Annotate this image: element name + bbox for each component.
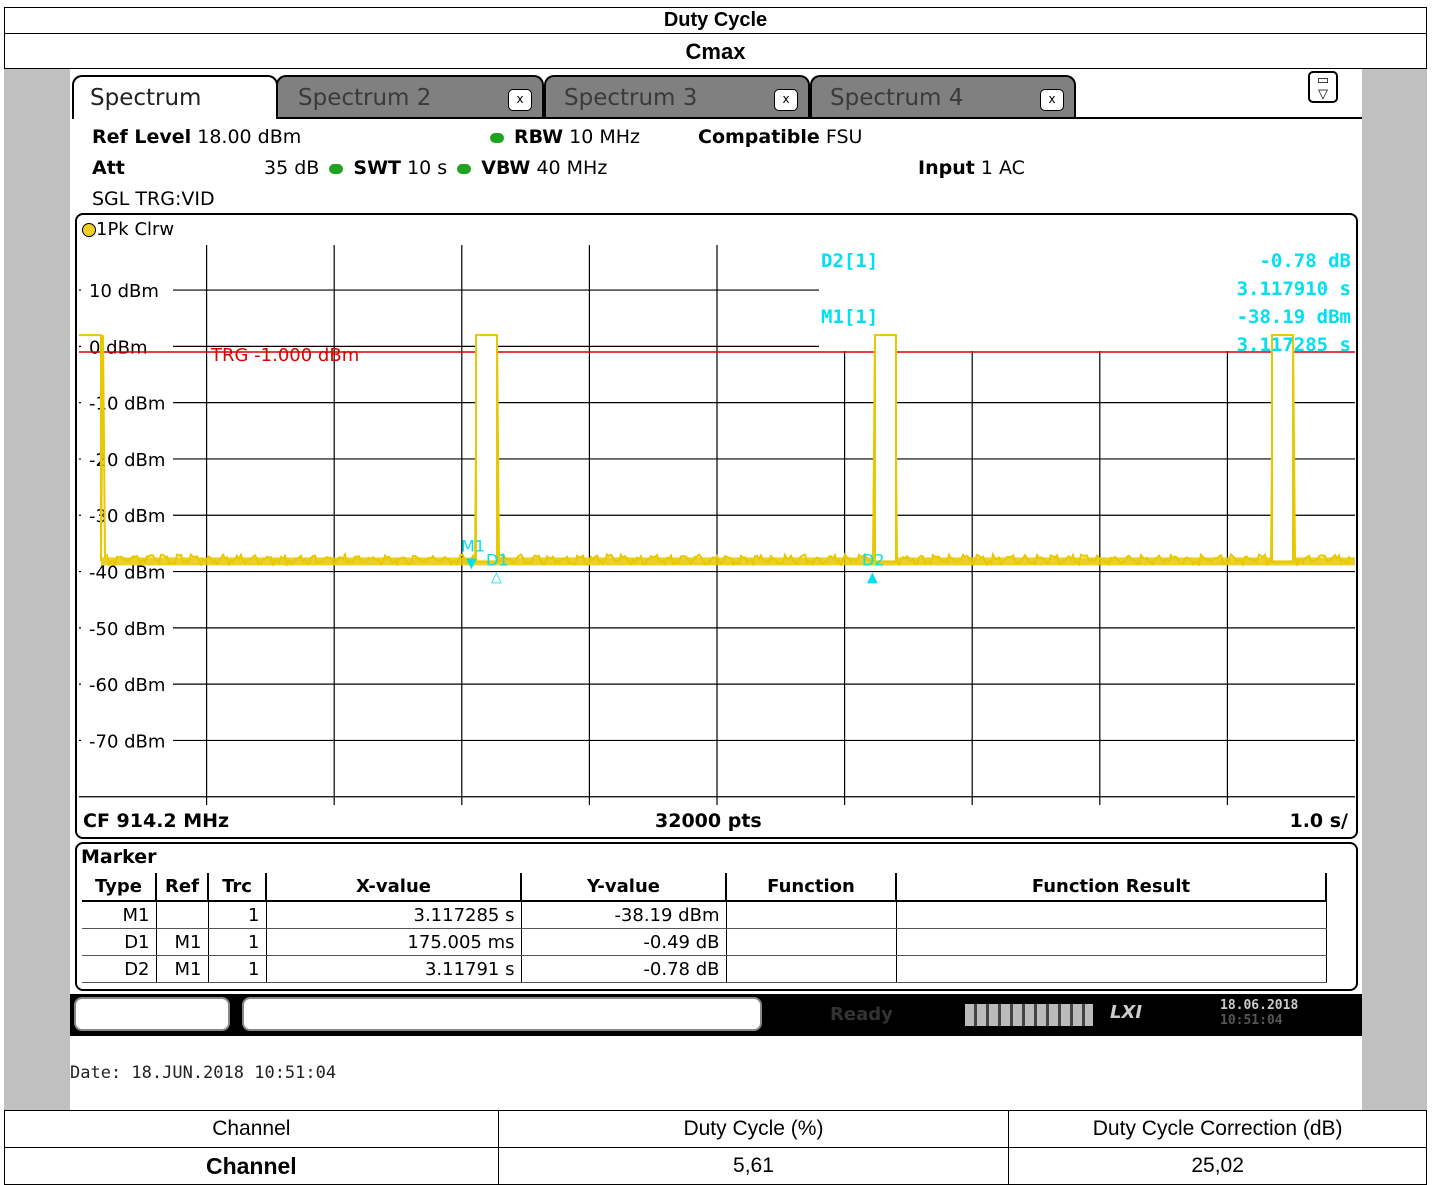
results-row: Channel 5,61 25,02 [4,1147,1427,1185]
results-table: Channel Duty Cycle (%) Duty Cycle Correc… [4,1110,1427,1185]
plot-footer: CF 914.2 MHz 32000 pts 1.0 s/ [75,806,1358,839]
readout-d2-name: D2[1] [821,250,878,272]
col-function-result: Function Result [896,873,1327,902]
analyzer-screenshot: Spectrum Spectrum 2 x Spectrum 3 x Spect… [70,69,1362,1110]
trace-line [79,334,1354,568]
input: Input 1 AC [918,157,1025,179]
progress-bar [965,1004,1093,1026]
y-axis-label: -20 dBm [89,450,165,471]
y-label-bg [81,673,173,696]
spectrum-plot: 10 dBm 0 dBm -10 dBm -20 dBm -30 dBm -40 dBm -… [79,245,1355,805]
col-y-value: Y-value [521,873,727,902]
rbw: RBW 10 MHz [486,126,640,148]
tab-divider [276,117,1362,119]
close-icon[interactable]: x [1040,89,1064,111]
marker-table-title: Marker [81,846,157,868]
readout-bg [819,245,1355,351]
col-channel: Channel [4,1110,499,1148]
y-axis-label: -60 dBm [89,675,165,696]
marker-tag: D2 [862,550,885,569]
marker-table-panel: Marker Type Ref Trc X-value Y-value Func… [75,842,1358,991]
readout-m1-x: 3.117285 s [1237,334,1351,356]
y-axis-label: -10 dBm [89,394,165,415]
ready-indicator: Ready [830,1004,893,1025]
date-stamp: Date: 18.JUN.2018 10:51:04 [70,1063,337,1083]
marker-icon: ▲ [867,569,878,585]
tab-label: Spectrum 2 [298,85,432,111]
tab-spectrum-3[interactable]: Spectrum 3 x [544,75,810,119]
span-per-div: 1.0 s/ [1289,810,1348,832]
y-axis-label: -30 dBm [89,506,165,527]
y-label-bg [81,560,173,583]
readout-d2-x: 3.117910 s [1237,278,1351,300]
pulse [874,334,897,563]
readout-m1-name: M1[1] [821,306,878,328]
col-duty-cycle: Duty Cycle (%) [497,1110,1010,1148]
marker-tag: D1 [486,550,509,569]
pulse [1271,334,1294,563]
report-subtitle: Cmax [4,33,1427,69]
tab-spectrum-2[interactable]: Spectrum 2 x [276,75,544,119]
status-dot-icon [329,163,344,174]
y-axis-label: 0 dBm [89,337,147,358]
col-type: Type [82,873,157,902]
close-icon[interactable]: x [774,89,798,111]
status-field-1[interactable] [74,997,230,1031]
duty-cycle-correction-value: 25,02 [1008,1147,1427,1185]
y-axis-label: -50 dBm [89,619,165,640]
channel-name: Channel [4,1147,499,1185]
table-row[interactable]: D1 M1 1 175.005 ms -0.49 dB [82,928,1327,956]
status-dot-icon [457,163,472,174]
att-swt: 35 dB SWT 10 s VBW 40 MHz [264,157,608,179]
y-label-bg [81,616,173,639]
trace-label: 1Pk Clrw [82,219,174,240]
readout-d2-value: -0.78 dB [1259,250,1351,272]
trace-dot-icon [82,223,96,237]
report-title: Duty Cycle [4,7,1427,34]
status-date: 18.06.2018 10:51:04 [1220,998,1299,1028]
table-row[interactable]: M1 1 3.117285 s -38.19 dBm [82,901,1327,929]
status-field-2[interactable] [242,997,762,1031]
tab-spectrum[interactable]: Spectrum [72,75,278,119]
compatible: Compatible FSU [698,126,863,148]
pulse [475,334,498,563]
results-header-row: Channel Duty Cycle (%) Duty Cycle Correc… [4,1110,1427,1148]
y-label-bg [81,729,173,752]
noise-floor-band [101,557,1355,566]
y-axis-label: 10 dBm [89,281,159,302]
readout-m1-value: -38.19 dBm [1237,306,1351,328]
tab-spectrum-4[interactable]: Spectrum 4 x [810,75,1076,119]
marker-table: Type Ref Trc X-value Y-value Function Fu… [82,873,1327,983]
menu-icon[interactable]: ▭ ▽ [1308,71,1338,103]
tab-label: Spectrum [90,85,202,111]
plot-frame: 1Pk Clrw 10 dBm 0 dBm -10 dBm -20 dBm -30 dB… [75,213,1358,839]
close-icon[interactable]: x [508,89,532,111]
lxi-logo: LXI [1110,1002,1143,1023]
trigger-mode: SGL TRG:VID [92,188,215,210]
status-bar: Ready LXI 18.06.2018 10:51:04 [70,994,1362,1036]
col-trc: Trc [208,873,267,902]
tab-label: Spectrum 4 [830,85,964,111]
y-label-bg [81,279,173,302]
col-function: Function [726,873,897,902]
trigger-label: TRG -1.000 dBm [210,345,359,366]
points: 32000 pts [655,810,762,832]
status-dot-icon [490,132,504,143]
marker-tag: M1 [461,536,485,555]
att: Att [92,157,125,179]
col-ref: Ref [156,873,209,902]
marker-icon: △ [491,569,502,585]
table-row[interactable]: D2 M1 1 3.11791 s -0.78 dB [82,955,1327,983]
ref-level: Ref Level 18.00 dBm [92,126,302,148]
duty-cycle-value: 5,61 [497,1147,1010,1185]
tab-label: Spectrum 3 [564,85,698,111]
center-frequency: CF 914.2 MHz [83,810,230,832]
col-x-value: X-value [266,873,522,902]
col-duty-cycle-correction: Duty Cycle Correction (dB) [1008,1110,1427,1148]
marker-icon: ▼ [466,555,477,571]
y-axis-label: -40 dBm [89,563,165,584]
marker-header-row: Type Ref Trc X-value Y-value Function Fu… [82,873,1327,902]
y-axis-label: -70 dBm [89,731,165,752]
